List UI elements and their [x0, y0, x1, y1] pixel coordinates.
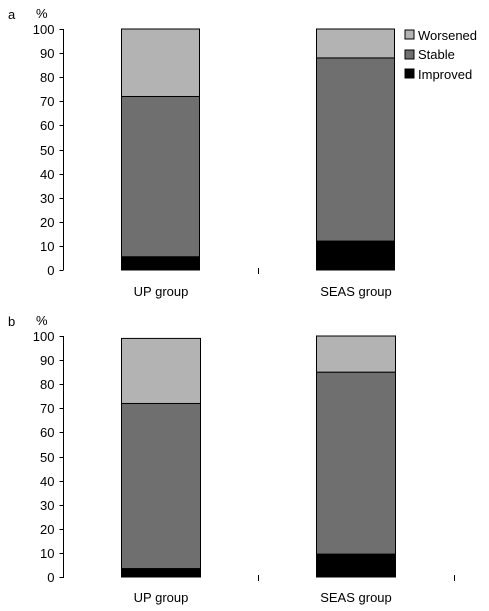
legend-label-stable: Stable: [418, 47, 455, 62]
y-tick-label-a-100: 100: [33, 22, 55, 37]
legend-swatch-stable: [404, 49, 415, 60]
x-category-label-seas-b: SEAS group: [320, 590, 392, 605]
legend-label-worsened: Worsened: [418, 28, 477, 43]
y-tick-label-b-90: 90: [40, 353, 54, 368]
y-ticks-b: 0 10 20 30 40 50 60 70 80 90 100: [33, 329, 64, 585]
y-tick-label-a-20: 20: [40, 215, 54, 230]
bar-segment-b-seas-group-improved: [316, 553, 396, 578]
y-axis-label-a: %: [36, 6, 48, 21]
y-tick-label-b-0: 0: [47, 570, 54, 585]
y-tick-label-a-80: 80: [40, 70, 54, 85]
legend-item-improved: Improved: [404, 67, 472, 82]
legend-swatch-worsened: [404, 29, 415, 40]
y-tick-label-b-50: 50: [40, 450, 54, 465]
y-tick-label-a-40: 40: [40, 167, 54, 182]
legend-swatch-improved: [404, 68, 415, 79]
bar-segment-a-seas-group-stable: [316, 57, 395, 242]
bar-segment-a-up-group-stable: [121, 95, 200, 258]
bar-segment-a-up-group-improved: [121, 256, 200, 271]
y-ticks-a: 0 10 20 30 40 50 60 70 80 90 100: [33, 22, 64, 278]
legend: Worsened Stable Improved: [404, 28, 477, 82]
y-axis-label-b: %: [36, 313, 48, 328]
x-category-label-up-a: UP group: [134, 284, 189, 299]
y-tick-label-b-10: 10: [40, 546, 54, 561]
bar-segment-a-seas-group-worsened: [316, 28, 395, 59]
y-tick-label-b-40: 40: [40, 474, 54, 489]
y-tick-label-b-30: 30: [40, 498, 54, 513]
y-tick-label-a-30: 30: [40, 191, 54, 206]
y-tick-label-a-0: 0: [47, 263, 54, 278]
bar-segment-b-up-group-stable: [121, 402, 201, 570]
y-tick-label-a-50: 50: [40, 143, 54, 158]
y-tick-label-a-70: 70: [40, 94, 54, 109]
panel-b: b % 0 10 20 30 40 50 60 70 80 90 100 UP group SEAS…: [8, 313, 455, 605]
bar-segment-a-up-group-worsened: [121, 28, 200, 97]
bar-segment-b-up-group-worsened: [121, 337, 201, 404]
y-tick-label-b-70: 70: [40, 401, 54, 416]
panel-label-b: b: [8, 314, 15, 329]
bar-segment-b-seas-group-stable: [316, 371, 396, 555]
x-category-label-seas-a: SEAS group: [320, 284, 392, 299]
y-tick-label-b-20: 20: [40, 522, 54, 537]
panel-label-a: a: [8, 7, 16, 22]
bar-segment-b-up-group-improved: [121, 568, 201, 578]
legend-label-improved: Improved: [418, 67, 472, 82]
y-tick-label-b-60: 60: [40, 425, 54, 440]
y-tick-label-a-90: 90: [40, 46, 54, 61]
legend-item-worsened: Worsened: [404, 28, 477, 43]
panel-a: a % 0 10 20 30 40 50 60 70 80 90 100 UP group SEAS…: [8, 6, 477, 299]
y-tick-label-a-10: 10: [40, 239, 54, 254]
bar-segment-a-seas-group-improved: [316, 240, 395, 271]
x-category-label-up-b: UP group: [134, 590, 189, 605]
legend-item-stable: Stable: [404, 47, 455, 62]
bars-a: [121, 28, 395, 271]
y-tick-label-b-100: 100: [33, 329, 55, 344]
bars-b: [121, 335, 396, 578]
bar-segment-b-seas-group-worsened: [316, 335, 396, 373]
y-tick-label-b-80: 80: [40, 377, 54, 392]
y-tick-label-a-60: 60: [40, 118, 54, 133]
